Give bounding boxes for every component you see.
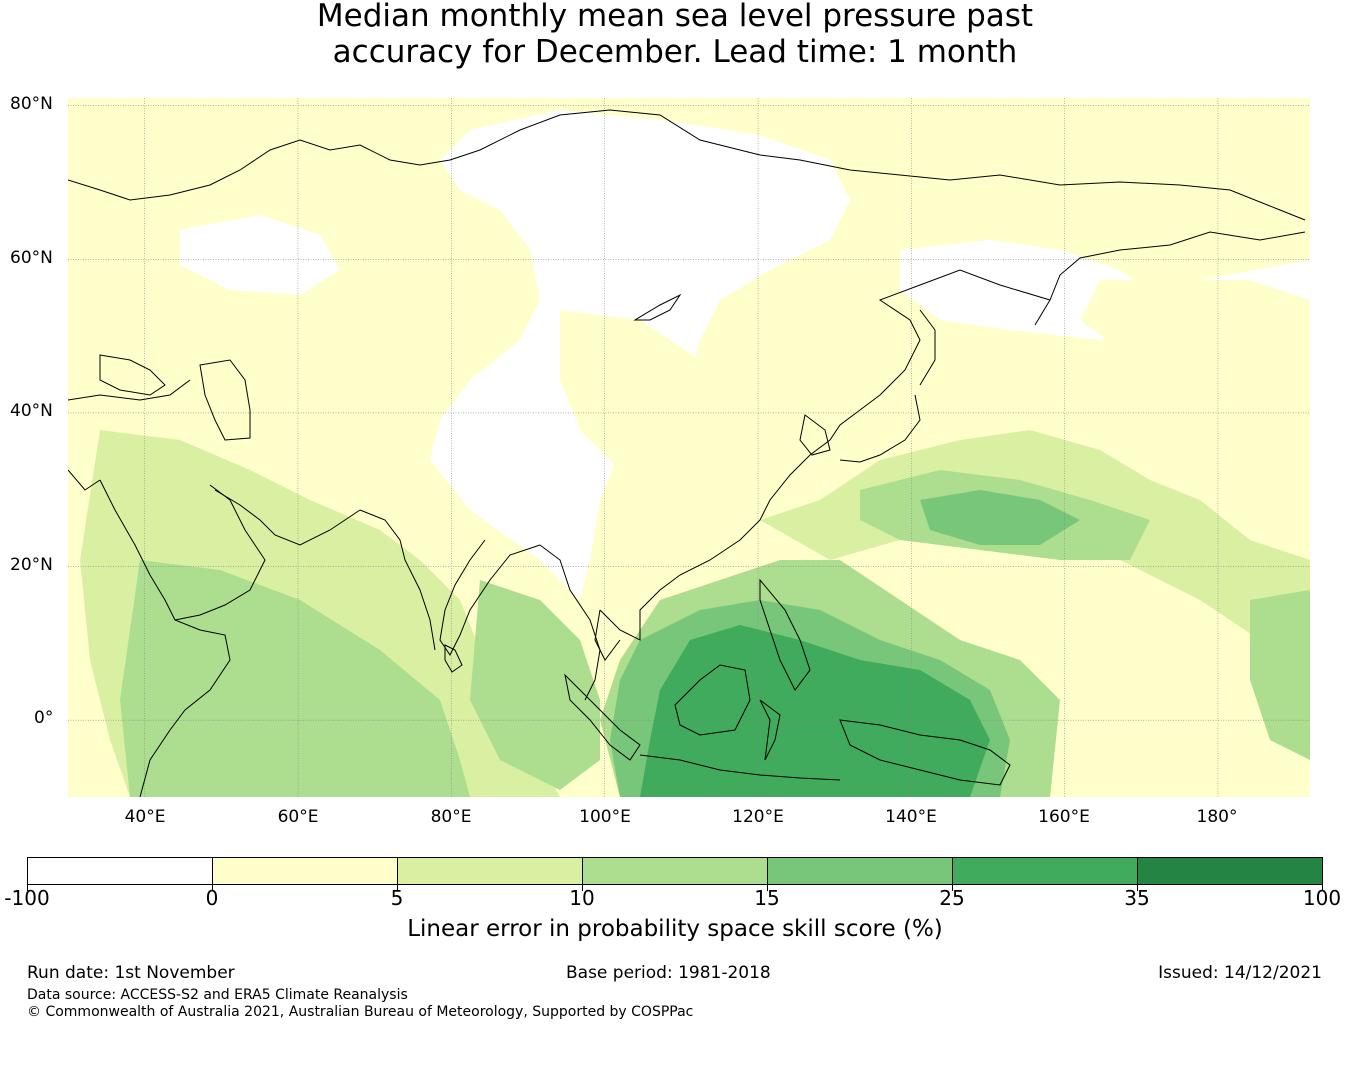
coastlines	[68, 109, 1306, 797]
colorbar-label-35: 35	[1124, 886, 1150, 910]
issued-date: Issued: 14/12/2021	[1158, 963, 1322, 983]
colorbar-segment	[398, 858, 583, 884]
colorbar-tick	[952, 885, 953, 891]
skill-region-central-asia	[68, 280, 1310, 797]
colorbar-segment	[768, 858, 953, 884]
lon-label-100e: 100°E	[579, 807, 631, 827]
lat-label-40n: 40°N	[10, 401, 53, 421]
lon-label-40e: 40°E	[124, 807, 166, 827]
colorbar-segment	[583, 858, 768, 884]
base-period: Base period: 1981-2018	[566, 963, 771, 983]
colorbar-title: Linear error in probability space skill …	[407, 916, 943, 942]
colorbar-tick	[212, 885, 213, 891]
lon-label-180: 180°	[1196, 807, 1238, 827]
colorbar-tick	[767, 885, 768, 891]
colorbar-tick	[27, 885, 28, 891]
lon-label-60e: 60°E	[277, 807, 319, 827]
data-source: Data source: ACCESS-S2 and ERA5 Climate …	[27, 987, 408, 1003]
colorbar	[27, 857, 1323, 885]
colorbar-label-100: 100	[1302, 886, 1342, 910]
skill-region-siberia	[180, 110, 1310, 640]
lat-label-60n: 60°N	[10, 248, 53, 268]
lon-label-160e: 160°E	[1038, 807, 1090, 827]
colorbar-segment	[28, 858, 213, 884]
colorbar-segment	[953, 858, 1138, 884]
graticule	[68, 98, 1310, 797]
colorbar-segment	[1138, 858, 1322, 884]
lat-label-80n: 80°N	[10, 94, 53, 114]
colorbar-label-25: 25	[939, 886, 965, 910]
colorbar-tick	[1137, 885, 1138, 891]
colorbar-label-15: 15	[754, 886, 780, 910]
skill-region-maritime-continent	[640, 625, 990, 797]
colorbar-tick	[397, 885, 398, 891]
colorbar-label-5: 5	[390, 886, 404, 910]
skill-map	[68, 98, 1310, 797]
colorbar-tick	[1322, 885, 1323, 891]
colorbar-tick	[582, 885, 583, 891]
colorbar-label-10: 10	[569, 886, 595, 910]
run-date: Run date: 1st November	[27, 963, 235, 983]
lat-label-20n: 20°N	[10, 555, 53, 575]
map-title-line-1: Median monthly mean sea level pressure p…	[316, 0, 1034, 34]
colorbar-segment	[213, 858, 398, 884]
map-title-line-2: accuracy for December. Lead time: 1 mont…	[332, 34, 1018, 70]
lat-label-equator: 0°	[34, 708, 54, 728]
colorbar-label-0: 0	[205, 886, 219, 910]
lon-label-120e: 120°E	[732, 807, 784, 827]
copyright: © Commonwealth of Australia 2021, Austra…	[27, 1004, 694, 1020]
colorbar-label-minus-100: -100	[4, 886, 50, 910]
lon-label-140e: 140°E	[885, 807, 937, 827]
lon-label-80e: 80°E	[430, 807, 472, 827]
